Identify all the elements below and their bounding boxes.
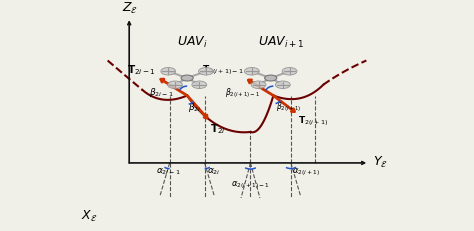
Ellipse shape (264, 75, 277, 81)
Ellipse shape (161, 67, 176, 75)
Ellipse shape (275, 81, 290, 88)
Text: $\alpha_{2i}$: $\alpha_{2i}$ (207, 166, 221, 177)
Text: $\beta_{2i}$: $\beta_{2i}$ (189, 101, 202, 114)
Ellipse shape (192, 81, 207, 88)
Text: $\mathbf{T}_{2i}$: $\mathbf{T}_{2i}$ (210, 122, 226, 136)
Text: $\beta_{2i-1}$: $\beta_{2i-1}$ (149, 86, 174, 99)
Ellipse shape (181, 75, 193, 81)
Ellipse shape (245, 67, 259, 75)
Text: $X_{\mathcal{E}}$: $X_{\mathcal{E}}$ (81, 209, 97, 224)
Text: $\mathbf{T}_{2(i+1)-1}$: $\mathbf{T}_{2(i+1)-1}$ (202, 64, 244, 77)
Text: $\beta_{2(i+1)}$: $\beta_{2(i+1)}$ (275, 100, 301, 114)
Ellipse shape (251, 81, 266, 88)
Text: $\alpha_{2(i+1)-1}$: $\alpha_{2(i+1)-1}$ (231, 179, 270, 191)
Ellipse shape (282, 67, 297, 75)
Text: $\alpha_{2(i+1)}$: $\alpha_{2(i+1)}$ (292, 166, 320, 178)
Text: $Z_{\mathcal{E}}$: $Z_{\mathcal{E}}$ (122, 1, 138, 16)
Text: $\alpha_{2i-1}$: $\alpha_{2i-1}$ (156, 166, 181, 177)
Ellipse shape (168, 81, 182, 88)
Text: $UAV_i$: $UAV_i$ (177, 35, 208, 50)
Ellipse shape (199, 67, 213, 75)
Text: $UAV_{i+1}$: $UAV_{i+1}$ (258, 35, 305, 50)
Text: $\mathbf{T}_{2i-1}$: $\mathbf{T}_{2i-1}$ (128, 63, 156, 77)
Text: $\mathbf{T}_{2(i+1)}$: $\mathbf{T}_{2(i+1)}$ (298, 114, 328, 128)
Text: $Y_{\mathcal{E}}$: $Y_{\mathcal{E}}$ (373, 155, 388, 170)
Text: $\beta_{2(i+1)-1}$: $\beta_{2(i+1)-1}$ (225, 86, 260, 100)
